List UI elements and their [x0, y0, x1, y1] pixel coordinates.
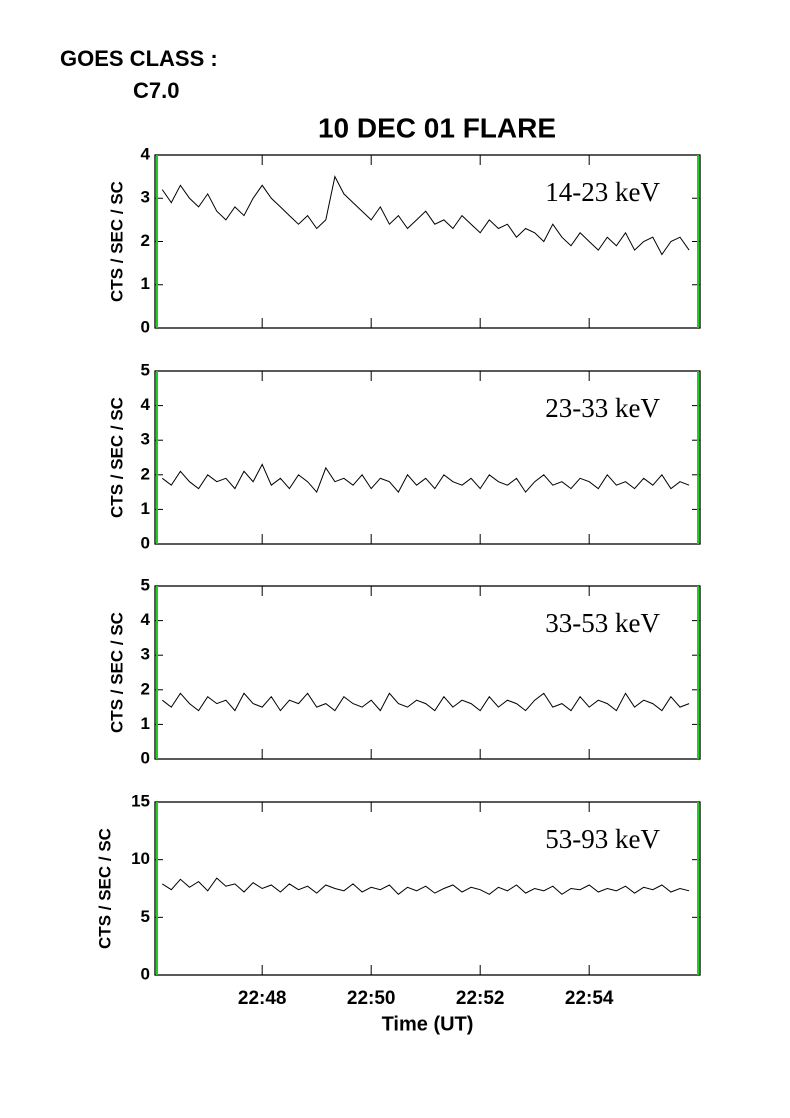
data-line — [161, 692, 690, 712]
y-tick-label: 5 — [141, 907, 150, 926]
data-line — [162, 877, 690, 895]
goes-class-label: GOES CLASS : — [60, 46, 218, 71]
y-tick-label: 1 — [141, 714, 150, 733]
x-tick-label: 22:52 — [456, 988, 505, 1009]
y-tick-label: 1 — [141, 499, 150, 518]
x-tick-label: 22:48 — [238, 988, 287, 1009]
y-tick-label: 2 — [141, 679, 150, 698]
y-tick-label: 15 — [131, 791, 150, 810]
y-tick-label: 5 — [141, 360, 150, 379]
y-tick-label: 10 — [131, 849, 150, 868]
energy-band: 14-23 keV — [545, 177, 660, 207]
y-axis-label: CTS / SEC / SC — [107, 181, 126, 302]
y-tick-label: 3 — [141, 188, 150, 207]
y-axis-label: CTS / SEC / SC — [107, 612, 126, 733]
plot-frame — [154, 585, 701, 760]
x-tick-label: 22:54 — [565, 988, 614, 1009]
y-tick-label: 5 — [141, 575, 150, 594]
y-tick-label: 2 — [141, 231, 150, 250]
y-axis-label: CTS / SEC / SC — [95, 828, 114, 949]
y-tick-label: 0 — [141, 964, 150, 983]
data-line — [161, 463, 690, 494]
y-tick-label: 1 — [141, 274, 150, 293]
y-tick-label: 4 — [141, 395, 151, 414]
y-tick-label: 3 — [141, 645, 150, 664]
energy-band: 53-93 keV — [545, 824, 660, 854]
energy-band: 33-53 keV — [545, 608, 660, 638]
y-tick-label: 0 — [141, 317, 150, 336]
plot-frame — [154, 801, 701, 976]
y-tick-label: 0 — [141, 533, 150, 552]
y-tick-label: 4 — [141, 610, 151, 629]
x-axis-label: Time (UT) — [382, 1013, 474, 1035]
x-tick-label: 22:50 — [347, 988, 396, 1009]
y-axis-label: CTS / SEC / SC — [107, 397, 126, 518]
energy-band: 23-33 keV — [545, 393, 660, 423]
y-tick-label: 2 — [141, 464, 150, 483]
goes-class: C7.0 — [133, 78, 179, 103]
y-tick-label: 3 — [141, 430, 150, 449]
y-tick-label: 4 — [141, 144, 151, 163]
y-tick-label: 0 — [141, 748, 150, 767]
chart-title: 10 DEC 01 FLARE — [318, 112, 556, 143]
data-line — [161, 175, 690, 256]
plot-frame — [154, 370, 701, 545]
